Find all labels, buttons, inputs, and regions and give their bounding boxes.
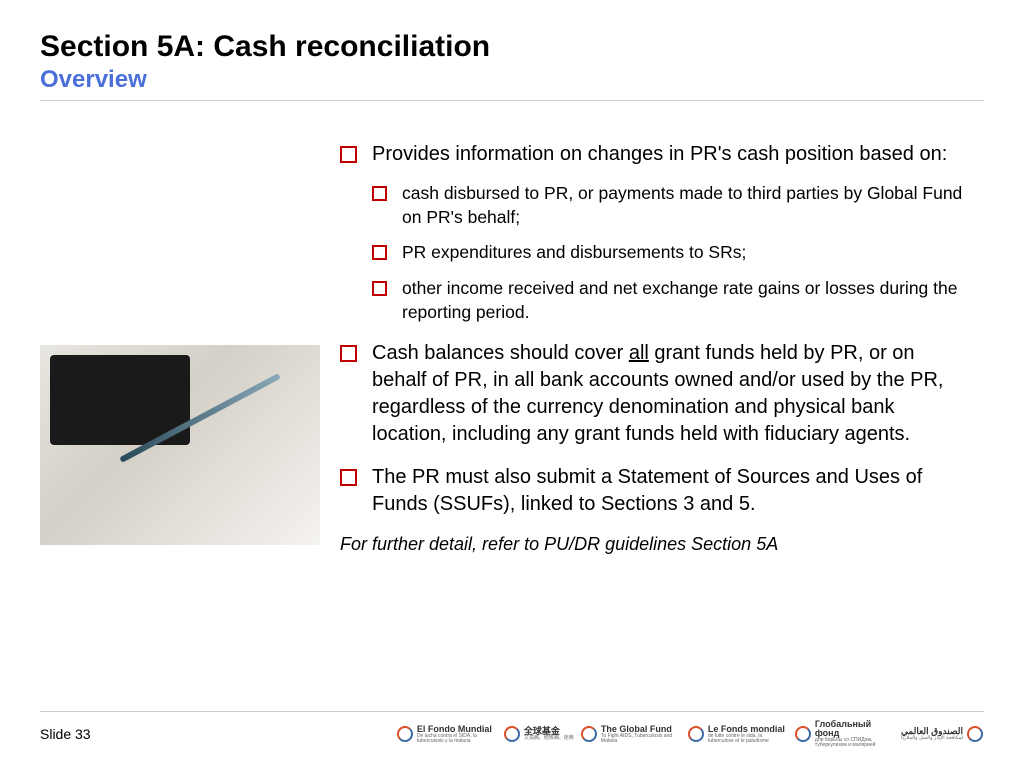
swirl-icon	[580, 725, 598, 743]
logo-strip: El Fondo MundialDe lucha contra el SIDA,…	[396, 720, 984, 748]
slide-title: Section 5A: Cash reconciliation	[40, 30, 984, 64]
decorative-image	[40, 345, 320, 545]
bullet-3-text: The PR must also submit a Statement of S…	[372, 466, 922, 515]
logo-en-text: The Global FundTo Fight AIDS, Tuberculos…	[601, 725, 681, 744]
title-divider	[40, 100, 984, 101]
slide-number: Slide 33	[40, 726, 91, 742]
footnote: For further detail, refer to PU/DR guide…	[340, 534, 974, 555]
logo-es: El Fondo MundialDe lucha contra el SIDA,…	[396, 725, 497, 744]
content-area: Provides information on changes in PR's …	[40, 141, 984, 555]
footer: Slide 33 El Fondo MundialDe lucha contra…	[0, 701, 1024, 768]
sub-bullet-3: other income received and net exchange r…	[372, 277, 974, 324]
logo-zh: 全球基金艾滋病、结核病、疟疾	[503, 725, 574, 743]
bullet-3: The PR must also submit a Statement of S…	[340, 464, 974, 518]
sub-bullet-2: PR expenditures and disbursements to SRs…	[372, 241, 974, 265]
sub-bullet-list: cash disbursed to PR, or payments made t…	[372, 182, 974, 324]
logo-fr-text: Le Fonds mondialde lutte contre le sida,…	[708, 725, 788, 744]
footer-divider	[40, 711, 984, 712]
logo-ru: Глобальный фонддля борьбы со СПИДом, туб…	[794, 720, 895, 748]
main-bullet-list: Provides information on changes in PR's …	[340, 141, 974, 518]
swirl-icon	[687, 725, 705, 743]
swirl-icon	[794, 725, 812, 743]
logo-ru-text: Глобальный фонддля борьбы со СПИДом, туб…	[815, 720, 895, 748]
logo-es-text: El Fondo MundialDe lucha contra el SIDA,…	[417, 725, 497, 744]
bullet-2-underline: all	[629, 342, 649, 364]
swirl-icon	[396, 725, 414, 743]
bullet-1: Provides information on changes in PR's …	[340, 141, 974, 324]
slide-subtitle: Overview	[40, 66, 984, 94]
bullet-1-text: Provides information on changes in PR's …	[372, 143, 947, 165]
right-column: Provides information on changes in PR's …	[340, 141, 984, 555]
slide: Section 5A: Cash reconciliation Overview…	[0, 0, 1024, 768]
logo-fr: Le Fonds mondialde lutte contre le sida,…	[687, 725, 788, 744]
left-column	[40, 141, 320, 555]
logo-zh-text: 全球基金艾滋病、结核病、疟疾	[524, 727, 574, 741]
logo-en: The Global FundTo Fight AIDS, Tuberculos…	[580, 725, 681, 744]
sub-bullet-1: cash disbursed to PR, or payments made t…	[372, 182, 974, 229]
swirl-icon	[503, 725, 521, 743]
logo-ar-text: الصندوق العالميلمكافحة الإيدز والسل والم…	[901, 727, 963, 741]
swirl-icon	[966, 725, 984, 743]
bullet-2: Cash balances should cover all grant fun…	[340, 340, 974, 448]
logo-ar: الصندوق العالميلمكافحة الإيدز والسل والم…	[901, 725, 984, 743]
bullet-2-before: Cash balances should cover	[372, 342, 629, 364]
footer-row: Slide 33 El Fondo MundialDe lucha contra…	[40, 720, 984, 748]
